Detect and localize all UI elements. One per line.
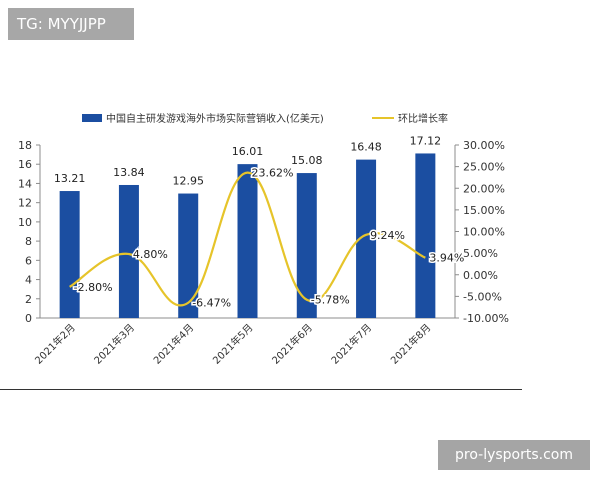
tag-badge: TG: MYYJJPP	[8, 8, 134, 40]
legend-line-label: 环比增长率	[398, 112, 448, 125]
growth-rate-line	[69, 171, 426, 307]
line-value-label: 9.24%	[370, 229, 405, 242]
bar-value-label: 16.48	[350, 141, 382, 154]
left-tick-label: 6	[25, 254, 32, 267]
left-tick-label: 14	[18, 177, 32, 190]
bar	[296, 173, 317, 318]
right-tick-label: 10.00%	[463, 226, 505, 239]
left-tick-label: 18	[18, 139, 32, 152]
bar-value-label: 15.08	[291, 154, 323, 167]
left-tick-label: 4	[25, 274, 32, 287]
bar	[59, 191, 80, 318]
bar-value-label: 17.12	[410, 134, 442, 147]
right-tick-label: -10.00%	[463, 312, 509, 325]
line-value-label: -6.47%	[192, 297, 231, 310]
left-tick-label: 10	[18, 216, 32, 229]
right-tick-label: 0.00%	[463, 269, 498, 282]
left-tick-label: 0	[25, 312, 32, 325]
right-tick-label: 15.00%	[463, 204, 505, 217]
left-tick-label: 8	[25, 235, 32, 248]
bar	[118, 184, 139, 318]
right-tick-label: 20.00%	[463, 182, 505, 195]
right-tick-label: 5.00%	[463, 247, 498, 260]
x-tick-label: 2021年7月	[328, 321, 374, 367]
right-tick-label: 30.00%	[463, 139, 505, 152]
line-value-label: 23.62%	[252, 167, 294, 180]
right-tick-label: -5.00%	[463, 290, 502, 303]
x-tick-label: 2021年6月	[269, 321, 315, 367]
x-tick-label: 2021年2月	[32, 321, 78, 367]
line-value-label: -2.80%	[74, 281, 113, 294]
right-tick-label: 25.00%	[463, 161, 505, 174]
bar	[415, 153, 436, 318]
bar-value-label: 12.95	[172, 175, 204, 188]
bar	[356, 159, 377, 318]
x-tick-label: 2021年5月	[210, 321, 256, 367]
x-tick-label: 2021年8月	[388, 321, 434, 367]
x-tick-label: 2021年3月	[91, 321, 137, 367]
left-tick-label: 2	[25, 293, 32, 306]
line-value-label: 4.80%	[133, 248, 168, 261]
legend-bar-swatch	[82, 114, 102, 122]
x-tick-label: 2021年4月	[151, 321, 197, 367]
watermark: pro-lysports.com	[438, 440, 590, 470]
bar-value-label: 13.21	[54, 172, 86, 185]
legend-bar-label: 中国自主研发游戏海外市场实际营销收入(亿美元)	[106, 112, 324, 125]
left-tick-label: 12	[18, 197, 32, 210]
left-tick-label: 16	[18, 158, 32, 171]
line-value-label: 3.94%	[429, 252, 464, 265]
line-value-label: -5.78%	[311, 294, 350, 307]
bar	[178, 193, 199, 318]
divider	[0, 389, 522, 390]
bar-value-label: 16.01	[232, 145, 264, 158]
bar	[237, 164, 258, 318]
bar-value-label: 13.84	[113, 166, 145, 179]
